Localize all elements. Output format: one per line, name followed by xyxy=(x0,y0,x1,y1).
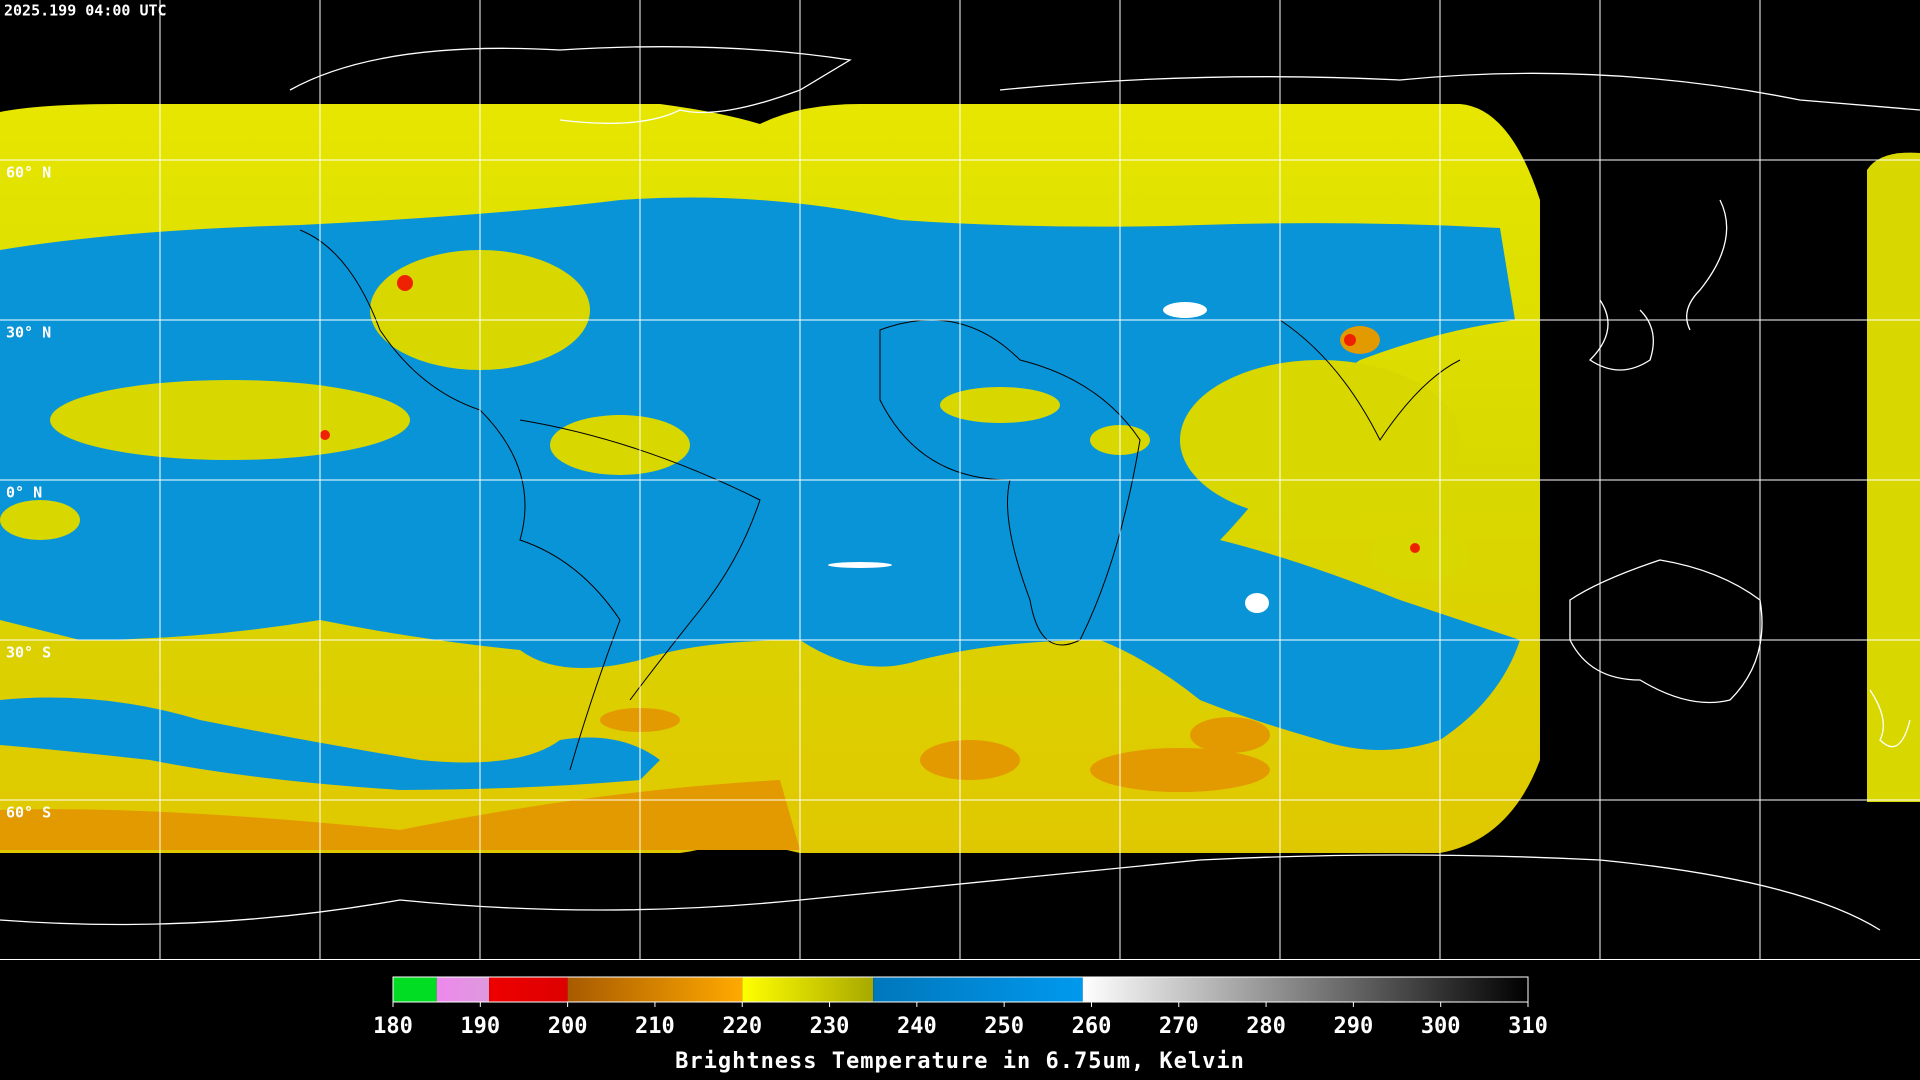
latitude-label: 0° N xyxy=(6,484,42,502)
water-vapor-right-strip xyxy=(1867,152,1920,802)
latitude-label: 60° N xyxy=(6,164,51,182)
latitude-label: 60° S xyxy=(6,804,51,822)
colorbar-tick-label: 300 xyxy=(1421,1014,1461,1039)
colorbar-segment xyxy=(873,977,1083,1002)
colorbar-tick-label: 280 xyxy=(1246,1014,1286,1039)
colorbar-tick-label: 210 xyxy=(635,1014,675,1039)
coastlines xyxy=(0,46,1920,931)
colorbar: 180 190 200 210 220 230 240 250 260 270 280 290 300 3… xyxy=(373,976,1548,1039)
colorbar-frame xyxy=(392,976,1529,1003)
latitude-label: 30° S xyxy=(6,644,51,662)
dry-band-south-lobe xyxy=(0,697,660,790)
colorbar-tick-label: 260 xyxy=(1072,1014,1112,1039)
colorbar-tick-label: 190 xyxy=(460,1014,500,1039)
colorbar-segment xyxy=(1082,977,1528,1002)
deep-convection xyxy=(320,275,1420,553)
colorbar-tick-label: 250 xyxy=(984,1014,1024,1039)
colorbar-segment xyxy=(567,977,743,1002)
colorbar-segment xyxy=(436,977,490,1002)
timestamp: 2025.199 04:00 UTC xyxy=(4,2,167,20)
colorbar-tick-label: 180 xyxy=(373,1014,413,1039)
colorbar-tick-label: 220 xyxy=(722,1014,762,1039)
colorbar-tick-label: 290 xyxy=(1334,1014,1374,1039)
colorbar-tick-label: 200 xyxy=(548,1014,588,1039)
colorbar-segment xyxy=(489,977,568,1002)
latitude-label: 30° N xyxy=(6,324,51,342)
colorbar-tick-label: 230 xyxy=(810,1014,850,1039)
colorbar-segment xyxy=(393,977,437,1002)
warm-spots xyxy=(828,302,1269,613)
colorbar-tick-label: 270 xyxy=(1159,1014,1199,1039)
cold-cloud-tops xyxy=(0,326,1380,850)
colorbar-tick-label: 310 xyxy=(1508,1014,1548,1039)
colorbar-segment xyxy=(742,977,874,1002)
graticule: 60° N 30° N 0° N 30° S 60° S xyxy=(0,0,1920,960)
colorbar-title: Brightness Temperature in 6.75um, Kelvin xyxy=(675,1049,1245,1074)
colorbar-tick-label: 240 xyxy=(897,1014,937,1039)
dry-band xyxy=(0,197,1520,750)
